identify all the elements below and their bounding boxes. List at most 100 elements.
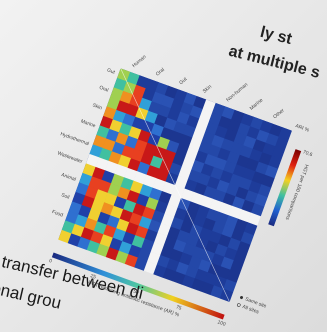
heatmap-cell: [222, 192, 236, 207]
heatmap-cell: [96, 243, 110, 258]
heatmap-cell: [209, 198, 223, 213]
heatmap-cell: [80, 227, 95, 241]
heatmap-cell: [183, 92, 197, 106]
figure: 70.6 HGT per 100 comparisons ARI % HGT r…: [48, 54, 313, 328]
heatmap-cell: [192, 127, 206, 142]
heatmap-cell: [156, 136, 171, 150]
heatmap-cell: [144, 110, 159, 125]
ar-tick-label: 0: [48, 258, 53, 265]
heatmap-cell: [178, 165, 192, 180]
heatmap-cell: [179, 134, 193, 148]
heatmap-cell: [100, 202, 114, 216]
heatmap-cell: [122, 231, 136, 245]
heatmap-cell: [185, 146, 199, 161]
heatmap-cell: [231, 109, 245, 124]
heatmap-cell: [137, 248, 152, 262]
heatmap-cell: [131, 116, 146, 131]
heatmap-cell: [122, 113, 136, 127]
heatmap-cell: [157, 223, 171, 237]
heatmap-cell: [110, 87, 124, 101]
heatmap-cell: [223, 160, 237, 175]
heatmap-cell: [103, 106, 117, 120]
heatmap-cell: [140, 152, 154, 166]
heatmap-cell: [142, 88, 156, 102]
heatmap-cell: [95, 157, 109, 171]
heatmap-cell: [142, 174, 157, 188]
heatmap-cell: [92, 134, 107, 149]
heatmap-cell: [194, 268, 209, 283]
heatmap-cell: [132, 203, 146, 217]
heatmap-cell: [157, 104, 171, 119]
heatmap-cell: [166, 140, 180, 154]
heatmap-cell: [118, 122, 133, 137]
heatmap-cell: [145, 197, 159, 211]
heatmap-cell: [96, 125, 110, 139]
heatmap-cell: [265, 133, 279, 147]
row-label: Animal: [60, 172, 76, 183]
heatmap-cell: [205, 208, 220, 222]
heatmap-cell: [218, 202, 233, 216]
heatmap-cell: [81, 195, 95, 209]
heatmap-cell: [224, 215, 239, 229]
heatmap-cell: [131, 235, 146, 249]
heatmap-cell: [99, 234, 114, 248]
heatmap-cell: [155, 200, 169, 214]
heatmap-cell: [203, 185, 217, 200]
heatmap-cell: [167, 226, 181, 240]
heatmap-cell: [109, 119, 123, 133]
heatmap-cell: [156, 254, 171, 269]
heatmap-cell: [199, 195, 214, 209]
heatmap-cell: [125, 103, 140, 118]
heatmap-cell: [200, 281, 215, 296]
heatmap-cell: [89, 144, 103, 158]
heatmap-cell: [221, 224, 235, 239]
heatmap-cell: [105, 247, 120, 261]
heatmap-cell: [117, 154, 132, 169]
heatmap-cell: [202, 99, 216, 113]
heatmap-cell: [152, 178, 166, 192]
heatmap-cell: [87, 208, 101, 222]
heatmap-cell: [194, 150, 209, 164]
heatmap-cell: [128, 244, 142, 258]
heatmap-cell: [164, 85, 178, 99]
row-label: Oral: [98, 85, 109, 94]
heatmap-cell: [136, 193, 150, 207]
heatmap-cell: [190, 191, 204, 206]
heatmap-cell: [99, 115, 114, 130]
heatmap-cell: [78, 204, 92, 219]
row-label: Gut: [106, 67, 116, 76]
heatmap-cell: [192, 246, 206, 260]
heatmap-cell: [115, 250, 129, 264]
heatmap-cell: [179, 252, 193, 266]
heatmap-cell: [161, 95, 175, 109]
heatmap-cell: [210, 166, 224, 181]
heatmap-cell: [91, 166, 106, 181]
heatmap-cell: [189, 105, 203, 119]
heatmap-cell: [85, 153, 100, 168]
heatmap-cell: [106, 215, 120, 229]
heatmap-cell: [240, 113, 254, 127]
heatmap-cell: [236, 154, 250, 169]
heatmap-cell: [135, 225, 149, 239]
heatmap-cell: [174, 89, 188, 103]
heatmap-cell: [224, 247, 238, 261]
heatmap-cell: [168, 162, 183, 176]
heatmap-cell: [211, 134, 225, 149]
heatmap-cell: [114, 164, 128, 178]
diagonal: [120, 68, 230, 302]
heatmap-cell: [162, 149, 177, 163]
heatmap-cell: [169, 248, 184, 263]
ar-tick-label: 100: [216, 319, 226, 328]
heatmap-cell: [217, 266, 231, 280]
heatmap-cell: [126, 71, 140, 86]
heatmap-cell: [158, 191, 172, 205]
heatmap-cell: [137, 129, 152, 144]
heatmap-cell: [149, 155, 164, 169]
heatmap: [58, 68, 292, 303]
heatmap-cell: [154, 232, 168, 246]
heatmap-cell: [243, 135, 257, 150]
heatmap-cell: [230, 141, 244, 156]
heatmap-cell: [269, 123, 283, 138]
heatmap-cell: [108, 151, 122, 165]
heatmap-cell: [205, 121, 219, 136]
